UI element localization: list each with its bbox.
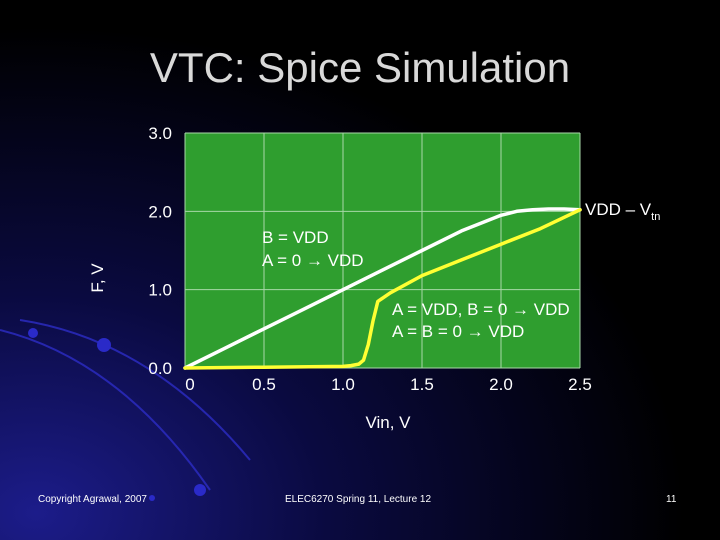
- data-point-yellow: [184, 367, 186, 369]
- annotation-yellow-line2: A = B = 0 → VDD: [392, 322, 524, 341]
- footer-page-number: 11: [666, 494, 677, 505]
- slide-title: VTC: Spice Simulation: [149, 44, 571, 91]
- data-point-white: [421, 249, 423, 252]
- data-point-yellow: [372, 320, 374, 322]
- x-tick-label: 0.5: [252, 375, 276, 394]
- y-tick-label: 1.0: [148, 281, 172, 300]
- data-point-yellow: [376, 300, 379, 303]
- data-point-white: [516, 210, 518, 213]
- data-point-white: [381, 269, 384, 271]
- data-point-white: [342, 288, 344, 291]
- data-point-yellow: [460, 259, 463, 261]
- data-point-yellow: [342, 365, 344, 368]
- data-point-yellow: [350, 364, 352, 367]
- data-point-white: [500, 214, 502, 217]
- data-point-yellow: [358, 363, 360, 365]
- data-point-white: [563, 208, 565, 210]
- data-point-yellow: [579, 208, 581, 211]
- footer-copyright: Copyright Agrawal, 2007: [38, 494, 147, 505]
- data-point-white: [547, 208, 550, 210]
- data-point-white: [223, 347, 226, 350]
- annotation-white-line1: B = VDD: [262, 228, 329, 247]
- data-point-white: [531, 208, 534, 211]
- x-axis-label: Vin, V: [365, 413, 411, 432]
- data-point-yellow: [500, 243, 502, 246]
- x-tick-label: 0: [185, 375, 194, 394]
- data-point-yellow: [539, 227, 542, 230]
- series-line-white: [183, 207, 582, 370]
- data-point-white: [460, 230, 463, 232]
- x-tick-label: 1.5: [410, 375, 434, 394]
- footer-lecture: ELEC6270 Spring 11, Lecture 12: [285, 494, 432, 505]
- data-point-white: [263, 328, 265, 330]
- annotation-vdd-vtn-main: VDD – V: [585, 200, 652, 219]
- data-point-yellow: [362, 359, 365, 361]
- annotation-white-line2: A = 0 → VDD: [262, 251, 364, 270]
- data-point-yellow: [389, 292, 392, 294]
- y-axis-label: F, V: [88, 263, 107, 293]
- x-tick-label: 1.0: [331, 375, 355, 394]
- annotation-vdd-vtn-sub: tn: [651, 211, 660, 223]
- data-point-yellow: [367, 343, 370, 346]
- series-group: [183, 207, 582, 370]
- data-point-yellow: [421, 274, 423, 277]
- y-tick-labels: 0.0 1.0 2.0 3.0: [148, 124, 172, 378]
- annotation-yellow-line1: A = VDD, B = 0 → VDD: [392, 300, 570, 319]
- decorative-dots: [28, 328, 206, 501]
- decorative-arcs: [0, 319, 251, 491]
- y-tick-label: 0.0: [148, 359, 172, 378]
- data-point-white: [302, 308, 305, 311]
- x-tick-label: 2.0: [489, 375, 513, 394]
- y-tick-label: 3.0: [148, 124, 172, 143]
- x-tick-labels: 0 0.5 1.0 1.5 2.0 2.5: [185, 375, 592, 394]
- x-tick-label: 2.5: [568, 375, 592, 394]
- annotation-vdd-vtn: VDD – Vtn: [585, 200, 660, 223]
- y-tick-label: 2.0: [148, 202, 172, 221]
- data-point-yellow: [263, 366, 265, 369]
- plot-area: [185, 133, 580, 368]
